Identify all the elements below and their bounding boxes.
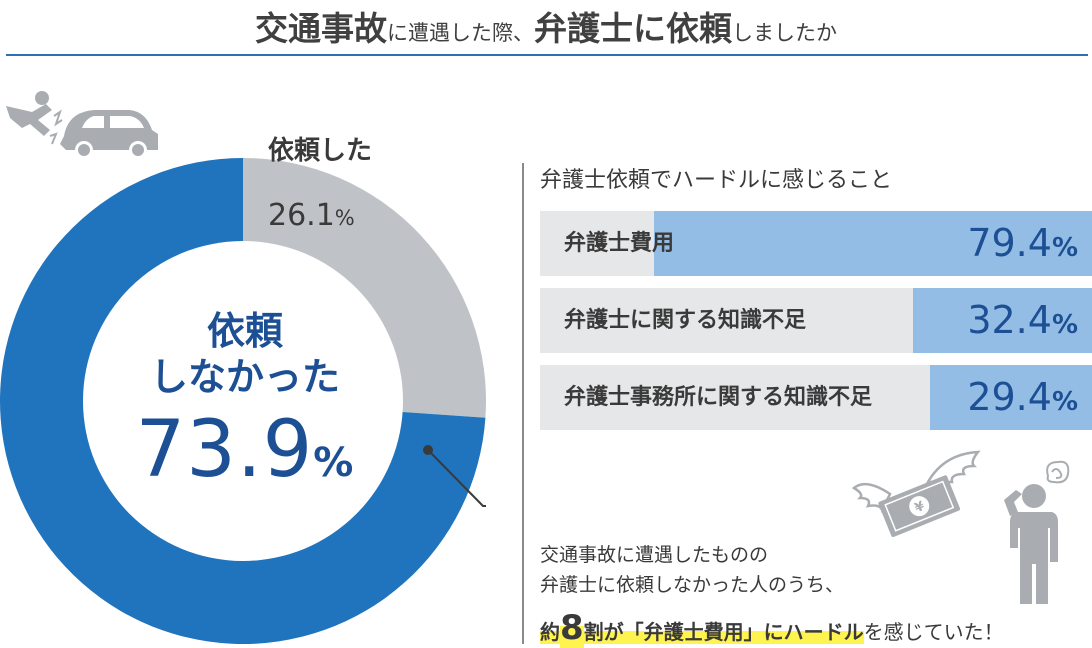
bar-value: 79.4% — [967, 221, 1078, 265]
section-divider — [522, 163, 524, 644]
bar-row: 弁護士事務所に関する知識不足 29.4% — [540, 365, 1092, 430]
worried-person-icon — [1004, 460, 1070, 604]
bar-fill — [653, 211, 1092, 276]
value-requested: 26.1% — [268, 198, 355, 233]
highlight-prefix: 約 — [540, 620, 560, 644]
bar-fill — [913, 288, 1092, 353]
label-requested: 依頼した — [268, 136, 373, 166]
leader-line — [427, 449, 486, 507]
bar-value: 32.4% — [967, 298, 1078, 342]
highlight-text: 割が「弁護士費用」にハードル — [583, 620, 864, 644]
flying-money-icon: ¥ — [852, 450, 981, 538]
note-line-1: 交通事故に遭遇したものの — [540, 544, 769, 566]
title-part-3: 弁護士に依頼 — [534, 9, 732, 48]
accident-person-car-icon — [6, 91, 158, 159]
highlight-number: 8 — [560, 608, 584, 648]
title-part-2: に遭遇した際、 — [387, 21, 534, 45]
bar-label: 弁護士に関する知識不足 — [564, 308, 807, 333]
bar-label: 弁護士費用 — [564, 231, 675, 256]
note-line-3: 約8割が「弁護士費用」にハードルを感じていた！ — [540, 608, 1004, 648]
note-suffix: を感じていた！ — [863, 620, 1004, 644]
label-not-requested-line1: 依頼 — [206, 309, 283, 353]
note-line-2: 弁護士に依頼しなかった人のうち、 — [540, 574, 845, 596]
donut-chart — [0, 158, 486, 644]
title-part-4: しましたか — [732, 21, 837, 45]
bar-row: 弁護士に関する知識不足 32.4% — [540, 288, 1092, 353]
title-part-1: 交通事故 — [255, 9, 387, 48]
value-not-requested: 73.9% — [135, 405, 355, 495]
bar-fill — [929, 365, 1092, 430]
bar-label: 弁護士事務所に関する知識不足 — [564, 385, 873, 410]
title-divider — [6, 54, 1088, 56]
donut-hole — [83, 241, 403, 561]
hurdle-chart-title: 弁護士依頼でハードルに感じること — [540, 168, 893, 193]
bar-value: 29.4% — [967, 375, 1078, 419]
page-title: 交通事故に遭遇した際、弁護士に依頼しましたか — [0, 2, 1092, 52]
bar-row: 弁護士費用 79.4% — [540, 211, 1092, 276]
label-not-requested-line2: しなかった — [149, 355, 340, 399]
